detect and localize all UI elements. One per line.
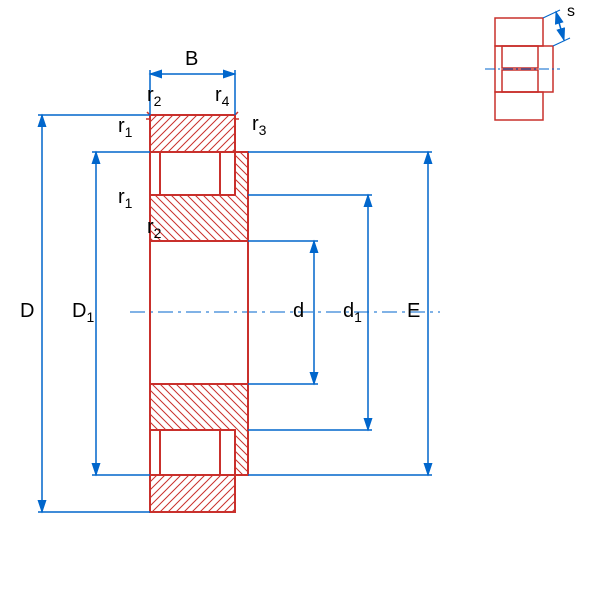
dim-r4: r4 <box>215 84 229 109</box>
small-bearing-icon <box>485 10 570 120</box>
dim-D1: D1 <box>72 300 94 325</box>
dim-r2-bot: r2 <box>147 216 161 241</box>
main-cross-section <box>130 112 440 512</box>
dim-r3: r3 <box>252 113 266 138</box>
dim-d1: d1 <box>343 300 362 325</box>
dim-r2-top: r2 <box>147 84 161 109</box>
dim-r1-top: r1 <box>118 115 132 140</box>
dim-s: s <box>567 3 575 21</box>
dim-B: B <box>185 48 198 71</box>
dim-D: D <box>20 300 34 323</box>
dim-E: E <box>407 300 420 323</box>
dim-r1-bot: r1 <box>118 186 132 211</box>
dim-d: d <box>293 300 304 323</box>
